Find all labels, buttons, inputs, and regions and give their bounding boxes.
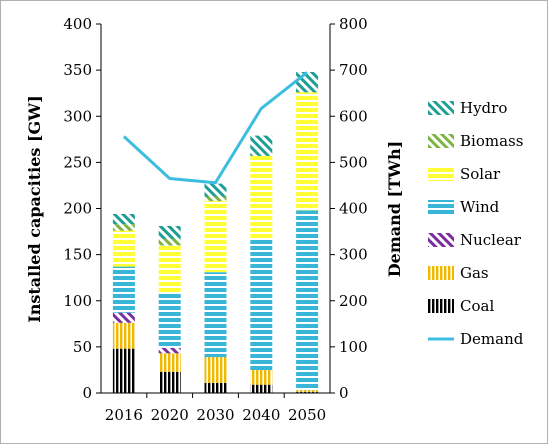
y-axis-left-title: Installed capacities [GW] <box>25 95 44 322</box>
legend-label-wind: Wind <box>460 198 500 216</box>
y-right-tick-100: 100 <box>339 338 368 356</box>
bar-solar-2020 <box>158 245 181 294</box>
bar-wind-2050 <box>296 210 319 391</box>
legend-swatch-wind <box>428 200 454 214</box>
demand-line-group <box>122 71 309 185</box>
x-tick-2040: 2040 <box>242 406 280 424</box>
y-left-tick-100: 100 <box>63 292 92 310</box>
legend: Hydro Biomass Solar Wind Nuclear Gas Coal Deman… <box>428 99 524 348</box>
bar-solar-2016 <box>112 230 135 267</box>
bar-coal-2040 <box>250 384 273 393</box>
y-right-tick-500: 500 <box>339 153 368 171</box>
bar-hydro-2020 <box>158 226 181 239</box>
bar-hydro-2040 <box>250 135 273 156</box>
demand-line <box>122 71 309 185</box>
y-right-tick-700: 700 <box>339 61 368 79</box>
legend-swatch-nuclear <box>428 233 454 247</box>
bar-coal-2020 <box>158 371 181 393</box>
bar-gas-2016 <box>112 322 135 349</box>
legend-label-demand: Demand <box>460 330 524 348</box>
bar-nuclear-2016 <box>112 312 135 323</box>
legend-label-nuclear: Nuclear <box>460 231 522 249</box>
bar-gas-2040 <box>250 369 273 385</box>
bar-hydro-2016 <box>112 214 135 225</box>
axes-group: 0 50 100 150 200 250 300 350 400 0 100 200 300 400 500… <box>63 15 367 424</box>
bars-group <box>112 72 319 393</box>
x-tick-2030: 2030 <box>196 406 234 424</box>
bar-hydro-2050 <box>296 72 319 93</box>
bar-gas-2050 <box>296 390 319 392</box>
bar-wind-2040 <box>250 239 273 370</box>
y-left-tick-200: 200 <box>63 200 92 218</box>
bar-solar-2030 <box>204 201 227 273</box>
bar-nuclear-2020 <box>158 347 181 354</box>
bar-coal-2016 <box>112 348 135 393</box>
legend-label-gas: Gas <box>460 264 489 282</box>
x-tick-2050: 2050 <box>288 406 326 424</box>
y-left-tick-150: 150 <box>63 246 92 264</box>
legend-swatch-hydro <box>428 101 454 115</box>
legend-swatch-solar <box>428 167 454 181</box>
legend-label-hydro: Hydro <box>460 99 507 117</box>
y-axis-right-title: Demand [TWh] <box>385 141 404 277</box>
bar-biomass-2030 <box>204 196 227 202</box>
x-tick-2020: 2020 <box>151 406 189 424</box>
bar-coal-2030 <box>204 382 227 393</box>
legend-swatch-gas <box>428 266 454 280</box>
legend-swatch-coal <box>428 299 454 313</box>
bar-gas-2030 <box>204 357 227 383</box>
bar-solar-2050 <box>296 92 319 211</box>
y-left-tick-350: 350 <box>63 61 92 79</box>
bar-gas-2020 <box>158 353 181 372</box>
y-left-tick-400: 400 <box>63 15 92 33</box>
bar-wind-2030 <box>204 272 227 358</box>
legend-label-biomass: Biomass <box>460 132 523 150</box>
y-right-tick-600: 600 <box>339 107 368 125</box>
x-tick-2016: 2016 <box>105 406 143 424</box>
legend-label-coal: Coal <box>460 297 494 315</box>
legend-swatch-biomass <box>428 134 454 148</box>
y-right-tick-0: 0 <box>339 384 349 402</box>
bar-wind-2016 <box>112 266 135 313</box>
y-right-tick-300: 300 <box>339 246 368 264</box>
y-left-tick-300: 300 <box>63 107 92 125</box>
bar-biomass-2020 <box>158 238 181 246</box>
legend-label-solar: Solar <box>460 165 501 183</box>
y-left-tick-0: 0 <box>82 384 92 402</box>
bar-biomass-2016 <box>112 224 135 231</box>
bar-hydro-2030 <box>204 183 227 197</box>
y-left-tick-250: 250 <box>63 153 92 171</box>
y-right-tick-800: 800 <box>339 15 368 33</box>
bar-solar-2040 <box>250 155 273 240</box>
y-right-tick-400: 400 <box>339 200 368 218</box>
bar-wind-2020 <box>158 293 181 348</box>
y-right-tick-200: 200 <box>339 292 368 310</box>
y-left-tick-50: 50 <box>73 338 92 356</box>
